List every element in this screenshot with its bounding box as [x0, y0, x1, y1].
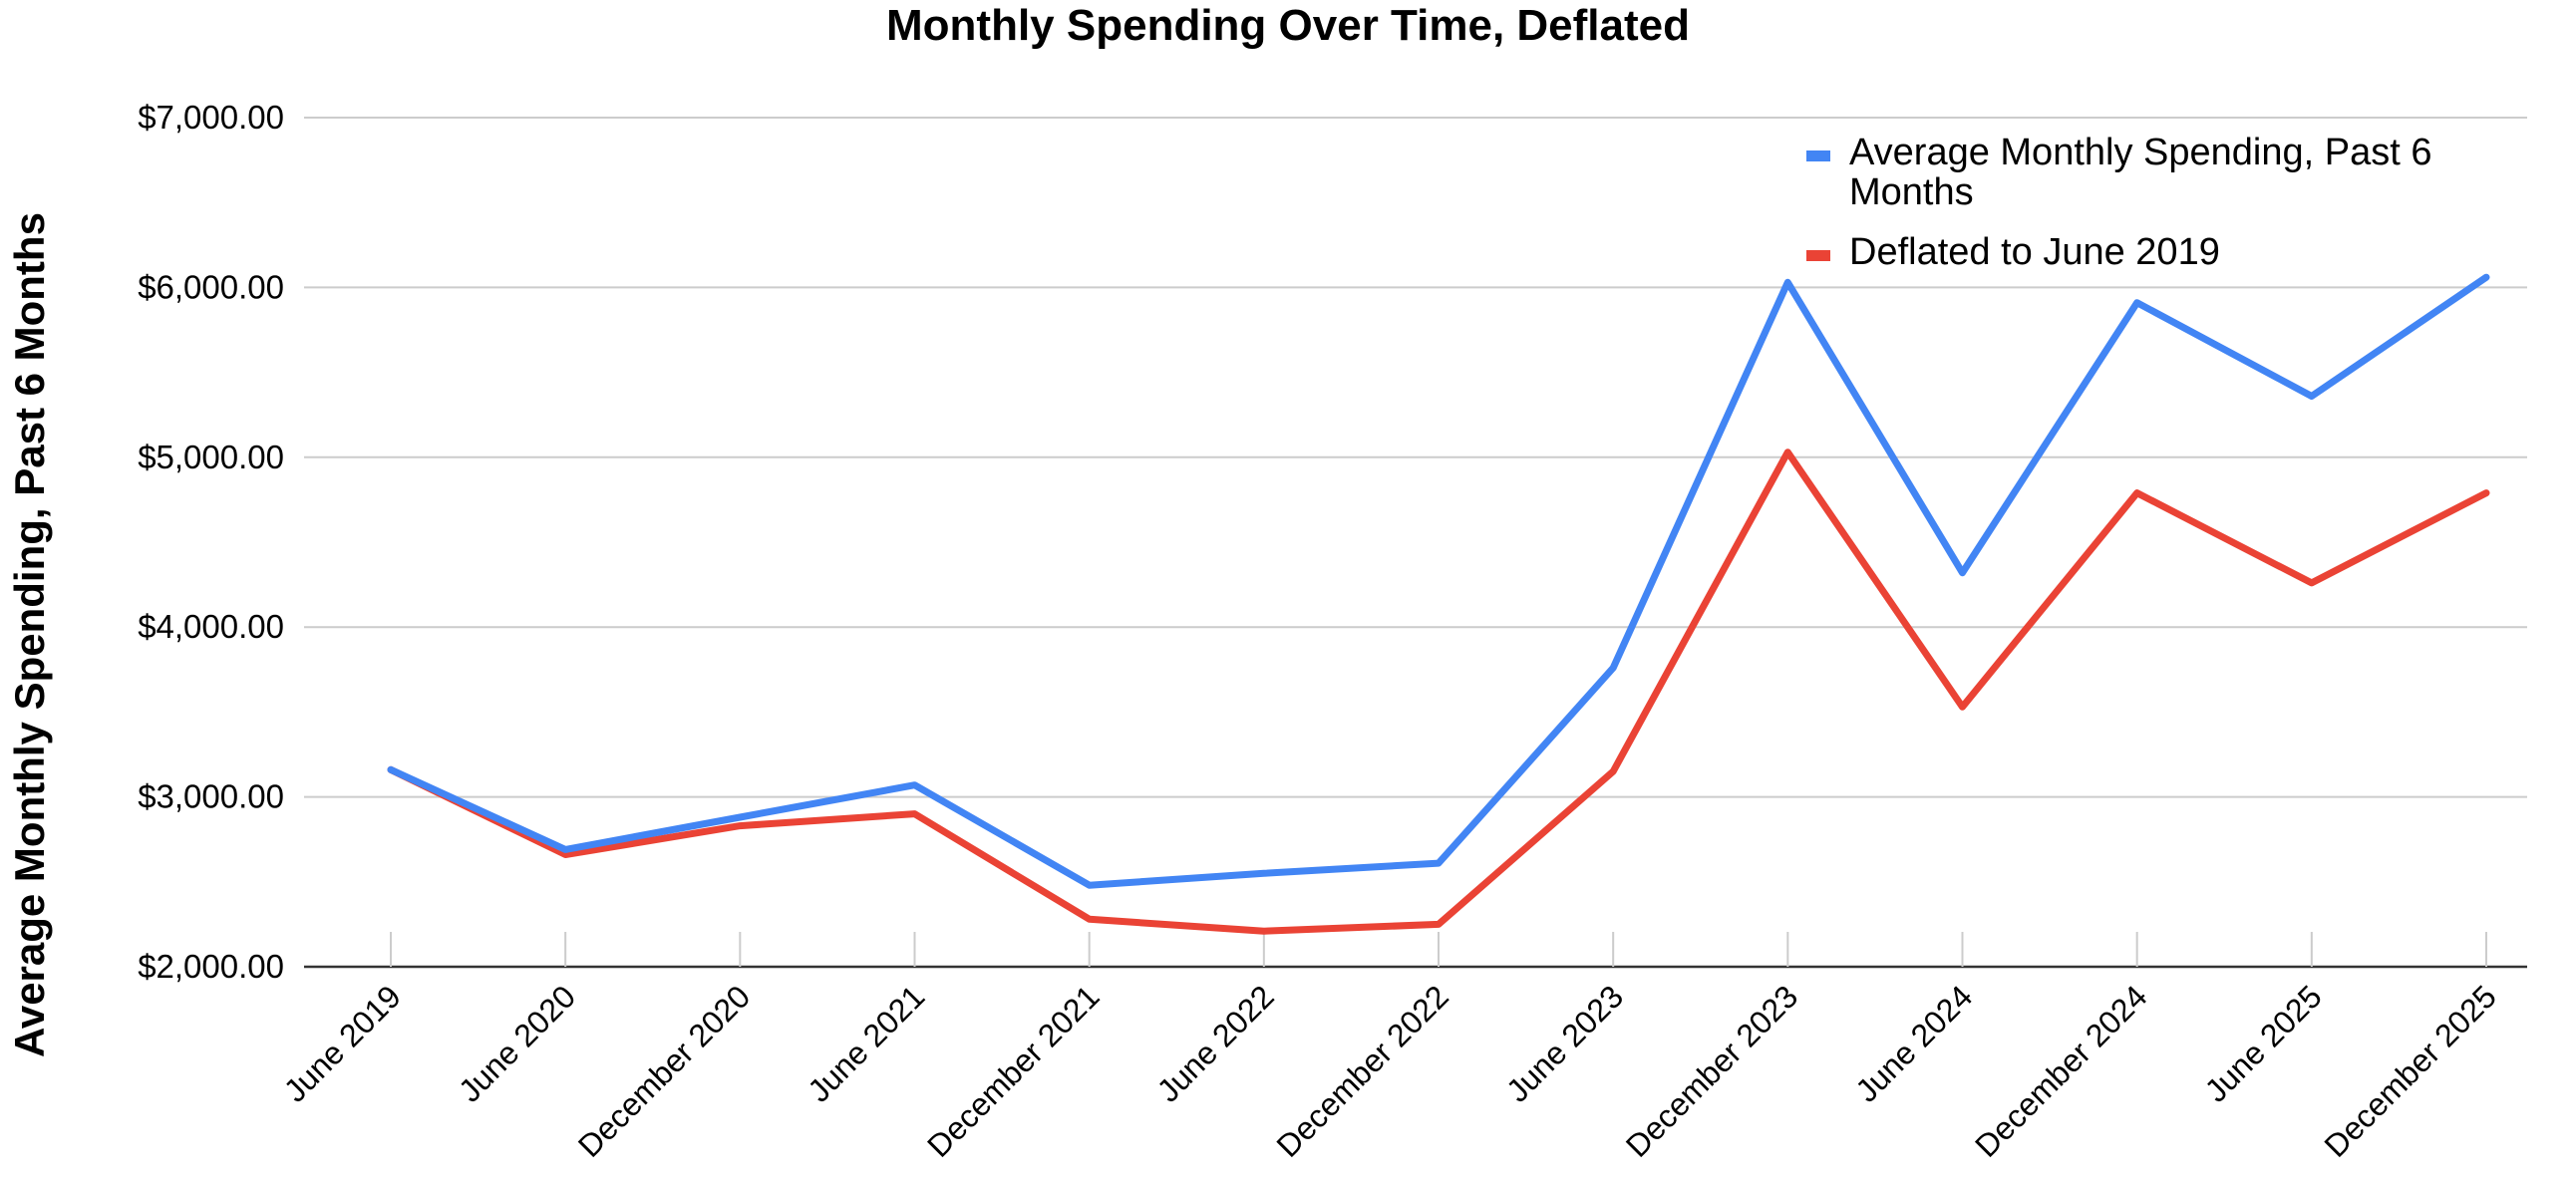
x-tick-label: December 2023	[1619, 978, 1804, 1163]
x-tick-label: June 2025	[2198, 978, 2329, 1108]
x-tick-label: June 2024	[1848, 978, 1979, 1108]
y-tick-label: $5,000.00	[138, 439, 284, 475]
grid-lines	[304, 117, 2527, 969]
y-axis-ticks: $2,000.00 $3,000.00 $4,000.00 $5,000.00 $6,0…	[138, 99, 284, 985]
x-tick-label: December 2025	[2317, 978, 2502, 1163]
y-axis-label: Average Monthly Spending, Past 6 Months	[6, 212, 53, 1057]
x-tick-label: December 2022	[1269, 978, 1454, 1163]
y-tick-label: $3,000.00	[138, 778, 284, 815]
x-tick-label: December 2020	[571, 978, 757, 1163]
x-tick-label: June 2021	[801, 978, 931, 1108]
chart-title: Monthly Spending Over Time, Deflated	[886, 1, 1690, 50]
series-line-0	[387, 273, 2490, 889]
y-tick-label: $2,000.00	[138, 948, 284, 985]
series-line-1	[387, 448, 2490, 935]
legend-label-0: Average Monthly Spending, Past 6	[1849, 132, 2431, 173]
y-tick-label: $6,000.00	[138, 268, 284, 305]
x-tick-label: December 2024	[1968, 978, 2153, 1163]
legend-label-1: Deflated to June 2019	[1849, 231, 2220, 273]
x-tick-label: June 2019	[277, 978, 408, 1108]
x-tick-label: June 2023	[1499, 978, 1630, 1108]
x-tick-label: December 2021	[920, 978, 1106, 1163]
x-tick-label: June 2022	[1150, 978, 1281, 1108]
legend-swatch-0	[1806, 150, 1830, 161]
series-lines	[387, 273, 2490, 935]
x-tick-label: June 2020	[452, 978, 582, 1108]
y-tick-label: $7,000.00	[138, 99, 284, 136]
legend-label-0: Months	[1849, 171, 1974, 213]
y-tick-label: $4,000.00	[138, 608, 284, 645]
legend-swatch-1	[1806, 250, 1830, 261]
